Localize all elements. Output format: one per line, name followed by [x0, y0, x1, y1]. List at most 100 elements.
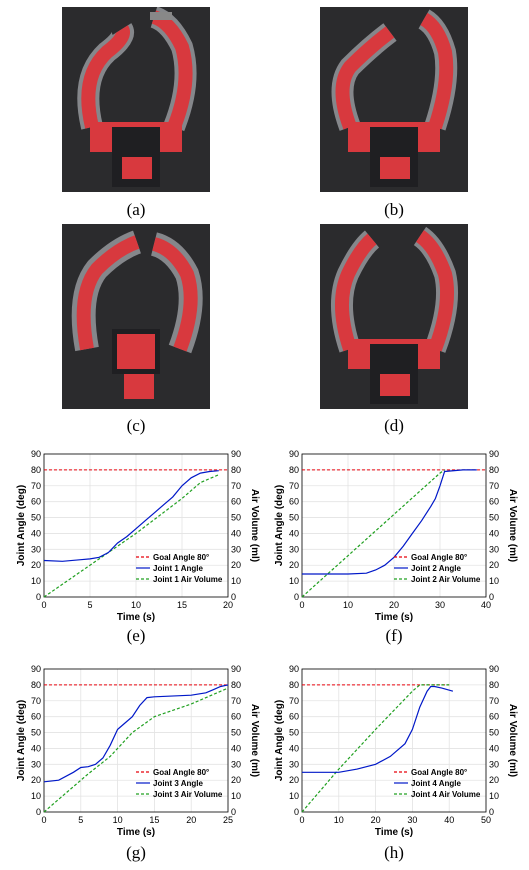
x-tick-label: 15: [177, 600, 187, 610]
x-tick-label: 10: [343, 600, 353, 610]
photo-caption-a: (a): [126, 200, 146, 219]
x-tick-label: 0: [299, 815, 304, 825]
x-tick-label: 0: [41, 815, 46, 825]
legend-entry: Goal Angle 80°: [411, 768, 467, 777]
chart-caption-h: (h): [384, 843, 404, 862]
y2-tick-label: 0: [489, 592, 494, 602]
y2-tick-label: 40: [489, 528, 499, 538]
x-axis-label: Time (s): [117, 612, 155, 623]
x-tick-label: 20: [223, 600, 233, 610]
y2-axis-label: Air Volume (ml): [507, 489, 518, 562]
y-tick-label: 10: [289, 576, 299, 586]
photo-caption-c: (c): [126, 416, 146, 435]
x-tick-label: 40: [444, 815, 454, 825]
legend-entry: Joint 4 Angle: [411, 779, 461, 788]
joint-angle-line: [302, 469, 477, 575]
chart-e: 0 5 10 15 20 0 0 10 10 20 20 30 30 40 40 50 50 60 60 70 70 80…: [14, 440, 260, 623]
x-tick-label: 0: [41, 600, 46, 610]
legend-entry: Joint 1 Angle: [153, 564, 203, 573]
y2-tick-label: 90: [489, 664, 499, 674]
y2-tick-label: 30: [231, 759, 241, 769]
x-tick-label: 20: [371, 815, 381, 825]
y2-tick-label: 60: [489, 712, 499, 722]
y-tick-label: 0: [36, 592, 41, 602]
y2-tick-label: 70: [489, 481, 499, 491]
x-tick-label: 30: [407, 815, 417, 825]
chart-h: 0 10 20 30 40 50 0 0 10 10 20 20 30 30 40 40 50 50 60 60 70 7…: [272, 655, 518, 838]
legend-entry: Joint 3 Angle: [153, 779, 203, 788]
air-volume-line: [43, 474, 220, 598]
y2-tick-label: 0: [231, 592, 236, 602]
y2-tick-label: 20: [231, 560, 241, 570]
y2-tick-label: 90: [231, 449, 241, 459]
y2-tick-label: 0: [231, 807, 236, 817]
y2-tick-label: 30: [231, 544, 241, 554]
legend-entry: Joint 3 Air Volume: [153, 790, 223, 799]
y2-tick-label: 20: [489, 775, 499, 785]
y-tick-label: 50: [289, 513, 299, 523]
y-tick-label: 20: [31, 560, 41, 570]
y-tick-label: 80: [31, 465, 41, 475]
plot-frame: [43, 453, 229, 598]
y-tick-label: 80: [31, 680, 41, 690]
y-tick-label: 40: [31, 743, 41, 753]
y-axis-label: Joint Angle (deg): [274, 485, 285, 566]
y2-tick-label: 40: [231, 528, 241, 538]
x-tick-label: 15: [149, 815, 159, 825]
y-tick-label: 10: [31, 791, 41, 801]
x-tick-label: 40: [481, 600, 491, 610]
x-tick-label: 10: [131, 600, 141, 610]
x-tick-label: 5: [87, 600, 92, 610]
photo-a: [62, 7, 210, 192]
y-tick-label: 10: [289, 791, 299, 801]
y-tick-label: 90: [289, 664, 299, 674]
y2-tick-label: 30: [489, 759, 499, 769]
y-tick-label: 20: [31, 775, 41, 785]
y-tick-label: 70: [31, 696, 41, 706]
chart-caption-e: (e): [126, 626, 146, 645]
y-tick-label: 80: [289, 465, 299, 475]
y2-tick-label: 70: [231, 696, 241, 706]
legend-entry: Goal Angle 80°: [153, 768, 209, 777]
joint-angle-line: [43, 684, 229, 783]
x-axis-label: Time (s): [117, 827, 155, 838]
legend-entry: Joint 2 Air Volume: [411, 575, 481, 584]
y-tick-label: 0: [36, 807, 41, 817]
y2-tick-label: 50: [231, 728, 241, 738]
y-axis-label: Joint Angle (deg): [274, 700, 285, 781]
y-tick-label: 70: [289, 696, 299, 706]
y2-tick-label: 20: [231, 775, 241, 785]
x-tick-label: 30: [435, 600, 445, 610]
y-tick-label: 30: [31, 759, 41, 769]
y-tick-label: 50: [31, 513, 41, 523]
y-tick-label: 30: [289, 759, 299, 769]
photo-caption-d: (d): [384, 416, 404, 435]
y2-axis-label: Air Volume (ml): [249, 489, 260, 562]
y-tick-label: 40: [31, 528, 41, 538]
y2-tick-label: 10: [489, 791, 499, 801]
y-tick-label: 50: [31, 728, 41, 738]
y2-tick-label: 80: [489, 680, 499, 690]
y2-axis-label: Air Volume (ml): [507, 704, 518, 777]
y2-axis-label: Air Volume (ml): [249, 704, 260, 777]
gripper-image-d: [320, 224, 468, 409]
joint-angle-line: [302, 685, 454, 773]
y-tick-label: 60: [31, 712, 41, 722]
y-tick-label: 0: [294, 807, 299, 817]
x-tick-label: 0: [299, 600, 304, 610]
y-tick-label: 20: [289, 775, 299, 785]
y2-tick-label: 60: [231, 497, 241, 507]
y-tick-label: 60: [289, 712, 299, 722]
air-volume-line: [43, 687, 229, 813]
gripper-image-b: [320, 7, 468, 192]
x-tick-label: 10: [113, 815, 123, 825]
y-tick-label: 10: [31, 576, 41, 586]
y2-tick-label: 40: [231, 743, 241, 753]
photo-b: [320, 7, 468, 192]
y-tick-label: 90: [31, 449, 41, 459]
y-tick-label: 70: [31, 481, 41, 491]
joint-angle-line: [43, 470, 219, 562]
